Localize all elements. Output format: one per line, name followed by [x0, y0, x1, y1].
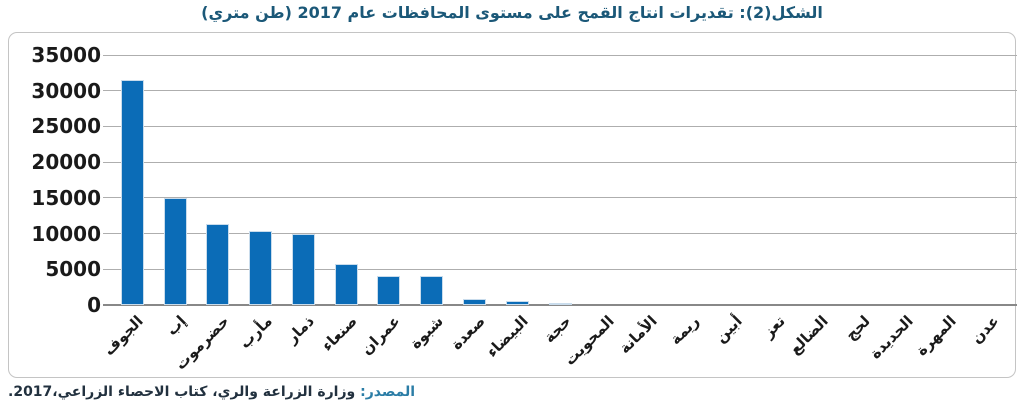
bar-5	[334, 264, 358, 305]
bar-10	[548, 302, 572, 305]
x-axis-line	[103, 304, 1017, 306]
bar-7	[420, 275, 444, 305]
bar-2	[206, 224, 230, 305]
plot-area: 0 5000 10000 15000 20000 25000 30000 35000 الجوف…	[31, 44, 1017, 373]
gridline	[103, 197, 1017, 199]
y-tick-label: 5000	[45, 257, 101, 282]
bar-6	[377, 276, 401, 305]
gridline	[103, 161, 1017, 163]
y-tick-label: 10000	[31, 221, 101, 246]
bar-1	[163, 197, 187, 305]
y-tick-label: 0	[87, 293, 101, 317]
y-tick-label: 35000	[31, 43, 101, 67]
y-tick-label: 20000	[31, 150, 101, 175]
bar-8	[462, 298, 486, 305]
bar-0	[120, 80, 144, 305]
bar-4	[291, 234, 315, 305]
y-tick-label: 25000	[31, 114, 101, 139]
y-tick-label: 30000	[31, 78, 101, 103]
source-note: المصدر: وزارة الزراعة والري، كتاب الاحصا…	[8, 384, 415, 400]
chart-title: الشكل(2): تقديرات انتاج القمح على مستوى …	[201, 3, 823, 22]
bar-9	[505, 300, 529, 305]
y-tick-label: 15000	[31, 185, 101, 210]
gridline	[103, 90, 1017, 92]
bar-3	[249, 231, 273, 305]
gridline	[103, 54, 1017, 56]
gridline	[103, 125, 1017, 127]
chart-frame: 0 5000 10000 15000 20000 25000 30000 35000 الجوف…	[8, 32, 1017, 378]
gridline	[103, 233, 1017, 235]
gridline	[103, 268, 1017, 270]
source-label: المصدر:	[360, 384, 416, 400]
source-text: وزارة الزراعة والري، كتاب الاحصاء الزراع…	[8, 384, 361, 400]
